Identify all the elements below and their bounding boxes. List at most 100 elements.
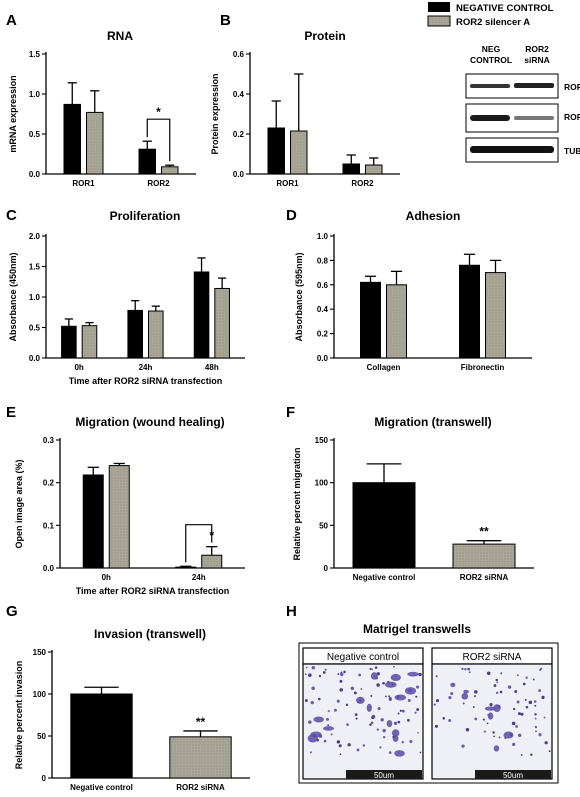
cell — [327, 710, 330, 713]
cell — [382, 681, 385, 685]
cell — [362, 744, 366, 747]
cell-cluster — [503, 731, 514, 739]
cell — [337, 673, 340, 675]
y-tick-label: 50 — [37, 732, 46, 741]
cell — [539, 668, 542, 672]
y-tick-label: 0.3 — [43, 436, 55, 445]
cell — [354, 713, 358, 717]
cell — [492, 731, 495, 734]
significance-bracket — [146, 118, 171, 162]
cell — [340, 671, 343, 674]
cell-cluster — [394, 750, 405, 757]
cell — [525, 676, 528, 679]
cell — [346, 723, 349, 726]
cell — [461, 744, 465, 748]
y-tick-label: 0.6 — [233, 50, 245, 59]
y-tick-label: 150 — [315, 436, 329, 445]
cell — [360, 688, 363, 690]
category-label: ROR2 — [147, 179, 170, 188]
y-tick-label: 0.0 — [29, 354, 41, 363]
blot-col-sirna-line1: ROR2 — [525, 44, 549, 54]
cell — [327, 724, 330, 727]
bar — [342, 163, 360, 175]
cell — [448, 696, 452, 700]
y-tick-label: 1.5 — [29, 263, 41, 272]
cell — [524, 698, 527, 701]
cell — [309, 751, 312, 754]
cell — [534, 717, 537, 720]
cell — [385, 695, 387, 698]
legend-swatch-silencer — [427, 15, 451, 27]
cell — [495, 691, 499, 695]
cell — [333, 708, 337, 712]
cell — [495, 678, 499, 682]
y-tick-label: 0.5 — [29, 130, 41, 139]
cell — [418, 672, 422, 677]
cell-cluster — [493, 704, 501, 712]
category-label: 0h — [74, 363, 83, 372]
stained-cells — [433, 667, 551, 757]
scale-bar — [475, 770, 551, 779]
cell — [528, 700, 533, 705]
panel-letter-f: F — [286, 404, 295, 421]
cell — [374, 666, 378, 669]
cell — [358, 673, 362, 677]
matrigel-image-label: ROR2 siRNA — [463, 652, 522, 663]
category-label: ROR2 siRNA — [460, 573, 509, 582]
panel-letter-a: A — [6, 12, 17, 29]
chart-invasion-transwell: Invasion (transwell) 0 50 100 150 Relative pe… — [14, 627, 250, 792]
chart-migration-transwell: Migration (transwell) 0 50 100 150 Relative p… — [292, 415, 534, 582]
cell — [433, 703, 436, 706]
cell — [512, 742, 516, 746]
cell — [462, 702, 465, 705]
cell — [393, 665, 395, 668]
chart-title: Adhesion — [406, 209, 461, 223]
cell — [415, 685, 420, 689]
y-axis-label: Protein expression — [210, 73, 220, 154]
panel-letter-d: D — [286, 207, 297, 224]
bar — [386, 284, 407, 359]
cell — [397, 720, 401, 724]
cell — [311, 666, 315, 670]
significance-marker: * — [209, 529, 214, 543]
cell — [496, 681, 498, 684]
cell — [538, 733, 542, 737]
y-axis-label: Relative percent invasion — [14, 661, 24, 770]
bar — [169, 736, 232, 779]
chart-proliferation: Proliferation 0.0 0.5 1.0 1.5 2.0 Absorbance (… — [8, 209, 245, 386]
y-tick-label: 150 — [33, 648, 47, 657]
chart-title: Proliferation — [110, 209, 181, 223]
cell-cluster — [394, 694, 407, 701]
cell — [474, 690, 478, 694]
y-tick-label: 0.8 — [317, 256, 329, 265]
cell — [450, 692, 454, 696]
cell — [520, 754, 523, 757]
cell — [435, 675, 438, 678]
bar — [201, 554, 223, 569]
matrigel-image-negative: Negative control 50um — [302, 647, 424, 780]
bar — [63, 103, 81, 175]
bar — [108, 465, 130, 569]
cell — [415, 695, 418, 698]
category-label: ROR1 — [276, 179, 299, 188]
chart-adhesion: Adhesion 0.0 0.2 0.4 0.6 0.8 1.0 Absorbance (59… — [294, 209, 532, 372]
scale-bar-label: 50um — [374, 771, 394, 780]
cell — [515, 725, 518, 728]
bar — [127, 309, 144, 359]
cell — [500, 672, 503, 675]
cell — [318, 697, 321, 701]
cell — [409, 739, 413, 744]
cell — [388, 695, 391, 698]
significance-marker: ** — [479, 525, 489, 539]
chart-title: RNA — [107, 29, 133, 43]
cell — [356, 748, 360, 752]
chart-rna: RNA 0.0 0.5 1.0 1.5 mRNA expression ROR1 ROR2 * — [8, 29, 196, 188]
cell — [533, 700, 537, 703]
category-label: Collagen — [367, 363, 401, 372]
cell — [507, 685, 512, 689]
y-tick-label: 0.0 — [317, 354, 329, 363]
y-tick-label: 1.5 — [29, 50, 41, 59]
cell — [336, 699, 340, 703]
cell — [532, 678, 535, 681]
cell — [330, 733, 333, 736]
